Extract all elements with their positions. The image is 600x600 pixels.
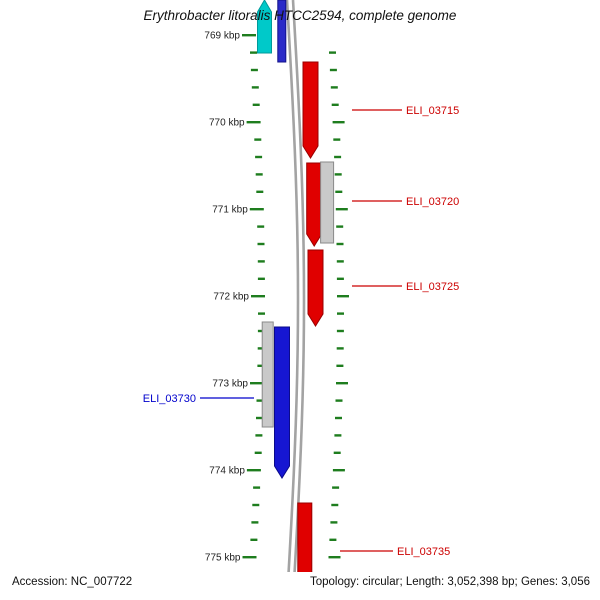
gene-label-ELI_03730[interactable]: ELI_03730 bbox=[143, 393, 196, 405]
minor-tick-right bbox=[335, 399, 343, 402]
minor-tick-left bbox=[255, 155, 263, 159]
minor-tick-left bbox=[257, 364, 265, 367]
gene-cyan-partial[interactable] bbox=[257, 0, 272, 54]
minor-tick-right bbox=[335, 190, 343, 193]
major-tick-left bbox=[246, 121, 261, 124]
minor-tick-left bbox=[253, 486, 261, 489]
status-bar: Accession: NC_007722 Topology: circular;… bbox=[0, 572, 600, 600]
minor-tick-left bbox=[250, 68, 258, 72]
gene-ELI_03720[interactable] bbox=[306, 162, 323, 247]
gene-label-ELI_03715[interactable]: ELI_03715 bbox=[406, 105, 459, 117]
minor-tick-left bbox=[257, 329, 265, 333]
minor-tick-right bbox=[330, 521, 338, 524]
scale-label-772-kbp: 772 kbp bbox=[213, 292, 249, 303]
minor-tick-right bbox=[336, 225, 344, 228]
minor-tick-left bbox=[251, 86, 259, 89]
gene-ELI_03730[interactable] bbox=[274, 326, 290, 479]
major-tick-right bbox=[332, 121, 345, 124]
major-tick-right bbox=[336, 382, 348, 385]
scale-label-773-kbp: 773 kbp bbox=[212, 379, 248, 390]
minor-tick-left bbox=[252, 503, 260, 507]
major-tick-left bbox=[246, 469, 261, 472]
minor-tick-right bbox=[334, 155, 342, 159]
status-summary: Topology: circular; Length: 3,052,398 bp… bbox=[309, 576, 590, 588]
minor-tick-left bbox=[257, 277, 265, 280]
minor-tick-left bbox=[254, 138, 262, 141]
minor-tick-right bbox=[333, 451, 341, 454]
major-tick-left bbox=[251, 295, 265, 298]
minor-tick-left bbox=[257, 260, 265, 263]
minor-tick-right bbox=[329, 68, 337, 72]
minor-tick-right bbox=[336, 364, 344, 367]
minor-tick-left bbox=[250, 538, 258, 541]
minor-tick-left bbox=[257, 242, 265, 246]
minor-tick-right bbox=[330, 86, 338, 89]
scale-label-770-kbp: 770 kbp bbox=[209, 118, 245, 129]
minor-tick-left bbox=[256, 416, 263, 420]
backbone-strand-2 bbox=[291, 0, 306, 600]
minor-tick-right bbox=[332, 486, 340, 489]
gene-label-ELI_03720[interactable]: ELI_03720 bbox=[406, 196, 459, 208]
major-tick-left bbox=[242, 556, 257, 559]
minor-tick-right bbox=[333, 138, 341, 141]
minor-tick-left bbox=[256, 399, 264, 402]
minor-tick-right bbox=[335, 416, 342, 420]
major-tick-right bbox=[328, 556, 341, 559]
minor-tick-left bbox=[257, 225, 265, 228]
major-tick-left bbox=[242, 34, 256, 37]
minor-tick-right bbox=[336, 260, 344, 263]
minor-tick-right bbox=[336, 277, 344, 280]
major-tick-right bbox=[337, 295, 349, 298]
minor-tick-right bbox=[336, 329, 344, 333]
scale-label-774-kbp: 774 kbp bbox=[209, 466, 245, 477]
minor-tick-left bbox=[251, 521, 259, 524]
minor-tick-left bbox=[254, 451, 262, 454]
backbone-strand-1 bbox=[285, 0, 300, 600]
scale-label-769-kbp: 769 kbp bbox=[204, 31, 240, 42]
minor-tick-left bbox=[255, 173, 263, 176]
minor-tick-right bbox=[331, 103, 339, 106]
minor-tick-left bbox=[252, 103, 260, 106]
minor-tick-left bbox=[257, 347, 265, 350]
major-tick-left bbox=[249, 208, 264, 211]
scale-label-775-kbp: 775 kbp bbox=[205, 553, 241, 564]
minor-tick-right bbox=[334, 434, 342, 437]
scale-label-771-kbp: 771 kbp bbox=[212, 205, 248, 216]
minor-tick-right bbox=[334, 173, 342, 176]
gene-navy-bar[interactable] bbox=[277, 0, 287, 63]
gene-ELI_03715[interactable] bbox=[302, 61, 319, 159]
minor-tick-right bbox=[337, 312, 344, 315]
minor-tick-right bbox=[336, 347, 344, 350]
minor-tick-left bbox=[255, 434, 263, 437]
minor-tick-left bbox=[256, 190, 264, 193]
minor-tick-right bbox=[329, 51, 336, 54]
minor-tick-right bbox=[329, 538, 337, 541]
status-accession: Accession: NC_007722 bbox=[12, 576, 133, 588]
gene-ELI_03720-gray[interactable] bbox=[320, 161, 335, 244]
major-tick-left bbox=[250, 382, 264, 385]
minor-tick-left bbox=[258, 312, 265, 315]
page-title: Erythrobacter litoralis HTCC2594, comple… bbox=[143, 8, 457, 23]
minor-tick-right bbox=[331, 503, 339, 507]
gene-ELI_03725[interactable] bbox=[307, 249, 324, 327]
major-tick-right bbox=[332, 469, 345, 472]
major-tick-right bbox=[335, 208, 348, 211]
gene-label-ELI_03735[interactable]: ELI_03735 bbox=[397, 546, 450, 558]
gene-gray-bar-left[interactable] bbox=[261, 321, 274, 428]
minor-tick-right bbox=[336, 242, 344, 246]
gene-label-ELI_03725[interactable]: ELI_03725 bbox=[406, 281, 459, 293]
minor-tick-left bbox=[250, 51, 257, 54]
